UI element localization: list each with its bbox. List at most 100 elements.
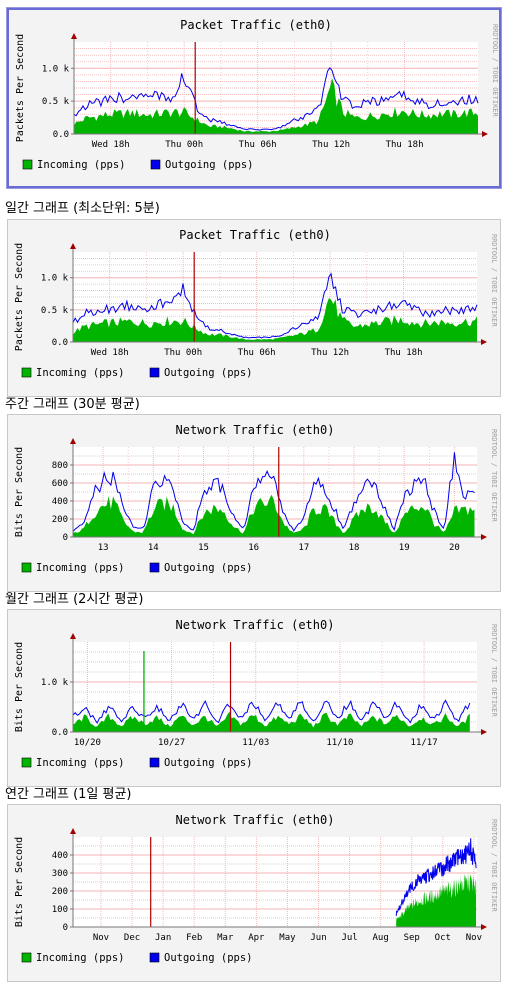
legend-incoming-label: Incoming (pps): [36, 562, 125, 574]
legend-outgoing-label: Outgoing (pps): [165, 159, 254, 171]
x-tick-label: Feb: [186, 933, 202, 943]
x-tick-label: 17: [298, 543, 309, 553]
y-tick-label: 1.0 k: [42, 64, 70, 74]
x-tick-label: Thu 06h: [239, 140, 277, 150]
y-tick-label: 0.0: [53, 130, 69, 140]
y-axis-arrow: [70, 633, 76, 639]
watermark-text: RRDTOOL / TOBI OETIKER: [490, 819, 498, 913]
x-tick-label: Thu 06h: [238, 348, 276, 358]
watermark-text: RRDTOOL / TOBI OETIKER: [490, 624, 498, 718]
x-tick-label: 15: [198, 543, 209, 553]
y-axis-label: Bits Per Second: [14, 642, 25, 732]
x-tick-label: 20: [449, 543, 460, 553]
monthly-graph-caption: 월간 그래프 (2시간 평균): [5, 592, 144, 607]
chart-title: Network Traffic (eth0): [176, 423, 335, 437]
chart-title: Packet Traffic (eth0): [180, 18, 332, 32]
series-outgoing-line: [73, 66, 479, 131]
weekly-graph-caption: 주간 그래프 (30분 평균): [5, 397, 140, 412]
y-axis-label: Bits Per Second: [14, 837, 25, 927]
legend-outgoing-label: Outgoing (pps): [164, 562, 253, 574]
graph-panel: Packet Traffic (eth0) RRDTOOL / TOBI OETI…: [7, 219, 501, 397]
x-tick-label: Wed 18h: [92, 140, 130, 150]
y-tick-label: 200: [52, 515, 68, 525]
chart-svg: Packet Traffic (eth0) RRDTOOL / TOBI OETI…: [15, 18, 499, 171]
y-tick-label: 0: [63, 923, 68, 933]
y-tick-label: 1.0 k: [41, 678, 69, 688]
x-tick-label: 14: [148, 543, 159, 553]
series-incoming-area: [73, 711, 470, 732]
y-tick-label: 0.0: [52, 338, 68, 348]
x-tick-label: 11/10: [326, 738, 353, 748]
legend-incoming-label: Incoming (pps): [36, 757, 125, 769]
legend-outgoing-label: Outgoing (pps): [164, 367, 253, 379]
legend-outgoing-label: Outgoing (pps): [164, 757, 253, 769]
x-axis-arrow: [482, 131, 488, 137]
x-tick-label: Dec: [124, 933, 140, 943]
y-axis-label: Packets Per Second: [15, 34, 26, 142]
y-tick-label: 400: [52, 497, 68, 507]
series-outgoing-line: [395, 838, 477, 916]
series-incoming-area: [74, 78, 478, 134]
chart-title: Packet Traffic (eth0): [179, 228, 331, 242]
legend-outgoing-swatch: [149, 562, 160, 573]
x-tick-label: 11/03: [242, 738, 269, 748]
yearly-graph-caption: 연간 그래프 (1일 평균): [5, 787, 132, 802]
chart-svg: Packet Traffic (eth0) RRDTOOL / TOBI OETI…: [14, 228, 498, 379]
legend-outgoing-swatch: [149, 952, 160, 963]
x-tick-label: Wed 18h: [91, 348, 129, 358]
chart-title: Network Traffic (eth0): [176, 618, 335, 632]
chart-svg: Network Traffic (eth0) RRDTOOL / TOBI OET…: [14, 813, 498, 964]
legend-outgoing-swatch: [149, 757, 160, 768]
graph-panel: Network Traffic (eth0) RRDTOOL / TOBI OET…: [7, 414, 501, 592]
daily-graph-caption: 일간 그래프 (최소단위: 5분): [5, 201, 160, 216]
legend-outgoing-label: Outgoing (pps): [164, 952, 253, 964]
x-tick-label: Thu 18h: [386, 140, 424, 150]
series-outgoing-line: [72, 452, 475, 532]
legend-incoming-swatch: [21, 952, 32, 963]
y-axis-arrow: [70, 438, 76, 444]
series-outgoing-line: [72, 699, 471, 725]
y-tick-label: 200: [52, 887, 68, 897]
y-tick-label: 400: [52, 851, 68, 861]
x-tick-label: Jun: [310, 933, 326, 943]
x-tick-label: Jul: [341, 933, 357, 943]
x-axis-arrow: [481, 924, 487, 930]
y-tick-label: 0.5 k: [41, 306, 69, 316]
x-tick-label: Jan: [155, 933, 171, 943]
watermark-text: RRDTOOL / TOBI OETIKER: [490, 429, 498, 523]
y-tick-label: 1.0 k: [41, 274, 69, 284]
x-axis-arrow: [481, 729, 487, 735]
x-tick-label: Apr: [248, 933, 265, 943]
series-incoming-area: [73, 494, 475, 537]
y-tick-label: 0.5 k: [42, 97, 70, 107]
y-tick-label: 300: [52, 869, 68, 879]
x-tick-label: Thu 00h: [164, 348, 202, 358]
y-tick-label: 800: [52, 461, 68, 471]
legend-incoming-swatch: [22, 159, 33, 170]
y-tick-label: 0.0: [52, 728, 68, 738]
x-tick-label: Sep: [404, 933, 420, 943]
x-tick-label: Thu 00h: [165, 140, 203, 150]
legend-incoming-swatch: [21, 562, 32, 573]
x-tick-label: Mar: [217, 933, 234, 943]
y-axis-arrow: [70, 828, 76, 834]
y-axis-label: Bits Per Second: [14, 447, 25, 537]
legend-outgoing-swatch: [149, 367, 160, 378]
x-axis-arrow: [481, 534, 487, 540]
y-axis-arrow: [70, 243, 76, 249]
y-tick-label: 600: [52, 479, 68, 489]
x-tick-label: Nov: [93, 933, 109, 943]
chart-svg: Network Traffic (eth0) RRDTOOL / TOBI OET…: [14, 423, 498, 574]
legend-incoming-swatch: [21, 757, 32, 768]
x-tick-label: Thu 12h: [312, 140, 350, 150]
x-tick-label: 16: [248, 543, 259, 553]
y-tick-label: 100: [52, 905, 68, 915]
x-tick-label: 18: [349, 543, 360, 553]
x-tick-label: 11/17: [411, 738, 438, 748]
legend-incoming-swatch: [21, 367, 32, 378]
x-tick-label: Nov: [466, 933, 482, 943]
x-tick-label: 10/27: [158, 738, 185, 748]
x-tick-label: Aug: [373, 933, 389, 943]
x-tick-label: May: [279, 933, 296, 943]
legend-outgoing-swatch: [150, 159, 161, 170]
